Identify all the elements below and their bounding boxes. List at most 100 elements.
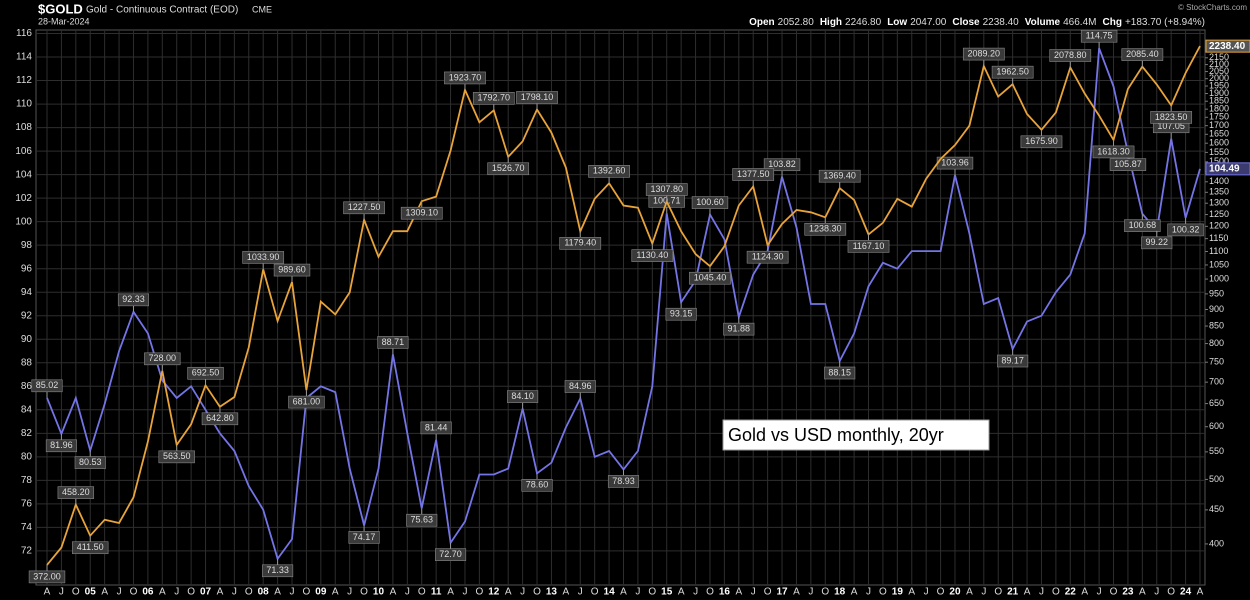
value-label: 1377.50 (737, 169, 770, 179)
x-tick-label: J (866, 587, 871, 598)
x-tick-label: J (59, 587, 64, 598)
value-label-box (588, 165, 630, 178)
x-tick-label: J (174, 587, 179, 598)
value-label: 411.50 (77, 542, 104, 552)
exchange: CME (252, 4, 272, 14)
value-label: 1130.40 (636, 250, 668, 260)
value-label-box (1121, 48, 1164, 61)
value-label: 81.44 (425, 422, 448, 432)
x-tick-label: O (72, 587, 80, 598)
value-label: 85.02 (36, 380, 59, 390)
value-label-box (377, 336, 409, 349)
value-label: 1823.50 (1155, 112, 1188, 122)
value-label-box (57, 486, 95, 499)
value-label: 103.96 (941, 157, 969, 167)
y-tick-label: 88 (21, 357, 33, 368)
value-label: 88.71 (382, 337, 405, 347)
value-label: 458.20 (62, 487, 90, 497)
y2-tick-label: 2150 (1209, 52, 1229, 62)
x-tick-label: O (937, 587, 945, 598)
x-tick-label: O (1110, 587, 1118, 598)
x-tick-label: J (1039, 587, 1044, 598)
value-label: 1309.10 (405, 208, 438, 218)
quote-label: Close (952, 17, 980, 28)
value-label-box (158, 450, 195, 464)
series-line (46, 47, 1201, 561)
value-label: 1124.30 (752, 252, 784, 262)
value-label-box (732, 168, 775, 181)
x-tick-label: J (232, 587, 237, 598)
value-label: 74.17 (353, 532, 376, 542)
x-tick-label: J (924, 587, 929, 598)
value-label: 88.15 (828, 367, 851, 377)
value-label: 1792.70 (478, 93, 511, 103)
value-label-box (242, 251, 285, 264)
y2-tick-label: 2050 (1209, 66, 1229, 76)
y2-tick-label: 1550 (1209, 147, 1229, 157)
series-line (46, 45, 1201, 566)
x-tick-label: 13 (546, 587, 558, 598)
x-tick-label: O (130, 587, 138, 598)
value-label: 1307.80 (650, 184, 683, 194)
value-label-box (472, 92, 515, 105)
value-label-box (1020, 135, 1063, 149)
y-tick-label: 106 (15, 146, 32, 157)
y2-tick-label: 1250 (1209, 209, 1229, 219)
y-tick-label: 110 (16, 99, 32, 110)
value-label: 1526.70 (492, 163, 525, 173)
value-label: 1618.30 (1097, 146, 1130, 156)
y2-tick-label: 1400 (1209, 176, 1229, 186)
x-tick-label: 19 (892, 587, 904, 598)
x-tick-label: 05 (85, 587, 97, 598)
last-value-box (1205, 39, 1250, 53)
value-label: 71.33 (266, 565, 289, 575)
x-tick-label: 12 (488, 587, 500, 598)
x-tick-label: 18 (834, 587, 846, 598)
y2-tick-label: 550 (1209, 446, 1224, 456)
x-tick-label: O (533, 587, 541, 598)
value-label: 93.15 (670, 309, 693, 319)
y2-tick-label: 1600 (1209, 138, 1229, 148)
x-tick-label: O (418, 587, 426, 598)
x-tick-label: 20 (949, 587, 961, 598)
x-tick-label: 07 (200, 587, 212, 598)
value-label-box (763, 158, 801, 172)
x-tick-label: O (187, 587, 195, 598)
value-label: 91.88 (728, 324, 751, 334)
value-label: 105.87 (1114, 159, 1142, 169)
x-tick-label: 08 (258, 587, 270, 598)
y-tick-label: 74 (21, 522, 33, 533)
y-tick-label: 92 (21, 310, 33, 321)
y-tick-label: 90 (21, 334, 33, 345)
x-tick-label: J (578, 587, 583, 598)
y2-tick-label: 2000 (1209, 73, 1229, 83)
quote-value: 2052.80 (778, 17, 815, 28)
y2-tick-label: 900 (1209, 304, 1224, 314)
value-label-box (144, 352, 181, 366)
x-tick-label: A (447, 587, 454, 598)
quote-value: 466.4M (1063, 17, 1096, 28)
value-label-box (564, 380, 596, 393)
value-label: 1798.10 (521, 92, 554, 102)
x-tick-label: 11 (431, 587, 442, 598)
chart-subtitle: Gold - Continuous Contract (EOD) (86, 5, 238, 16)
value-label: 100.68 (1129, 220, 1157, 230)
value-label: 107.05 (1157, 121, 1185, 131)
quote-value: +183.70 (+8.94%) (1125, 17, 1205, 28)
x-tick-label: 16 (719, 587, 731, 598)
x-tick-label: J (462, 587, 467, 598)
x-tick-label: J (981, 587, 986, 598)
value-label-box (689, 271, 731, 285)
y-tick-label: 114 (16, 52, 32, 63)
y2-tick-label: 1700 (1209, 120, 1229, 130)
x-tick-label: 14 (604, 587, 616, 598)
y2-tick-label: 850 (1209, 320, 1224, 330)
y2-tick-label: 1100 (1209, 246, 1228, 256)
value-label-box (273, 263, 311, 277)
plot-frame (35, 29, 1206, 586)
x-tick-label: A (563, 587, 570, 598)
value-label-box (487, 162, 530, 176)
y-tick-label: 82 (21, 428, 33, 439)
y2-tick-label: 1900 (1209, 88, 1229, 98)
value-label-box (262, 564, 294, 578)
